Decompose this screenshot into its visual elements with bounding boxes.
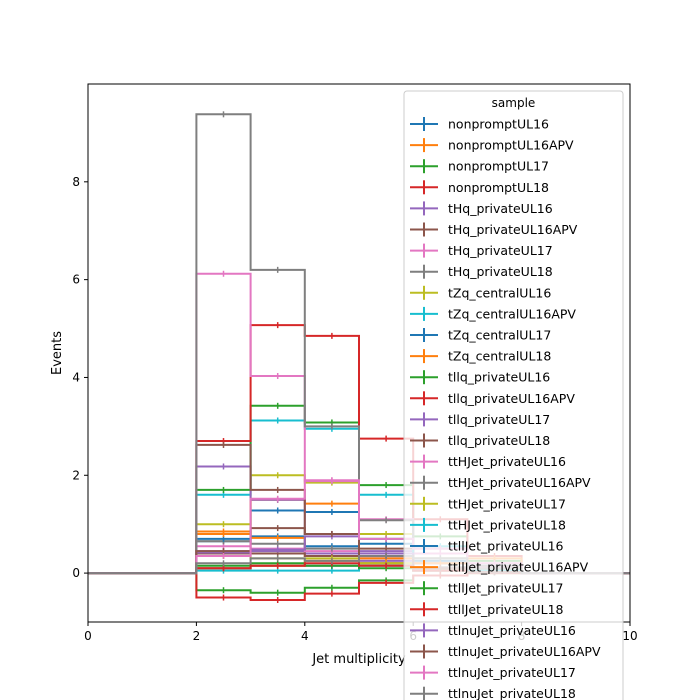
legend-label-11: tZq_centralUL18 xyxy=(448,349,551,364)
x-tick-label-5: 10 xyxy=(622,629,637,643)
legend-label-16: ttHJet_privateUL16 xyxy=(448,454,566,469)
legend-label-10: tZq_centralUL17 xyxy=(448,328,551,343)
legend-label-26: ttlnuJet_privateUL17 xyxy=(448,665,576,680)
legend-label-19: ttHJet_privateUL18 xyxy=(448,517,566,532)
legend-label-18: ttHJet_privateUL17 xyxy=(448,496,566,511)
legend-label-14: tllq_privateUL17 xyxy=(448,412,550,427)
legend-label-20: ttllJet_privateUL16 xyxy=(448,539,564,554)
legend-label-12: tllq_privateUL16 xyxy=(448,370,550,385)
legend-label-5: tHq_privateUL16APV xyxy=(448,222,578,237)
y-axis-label: Events xyxy=(50,331,65,375)
y-tick-label-1: 2 xyxy=(72,468,80,482)
legend-box xyxy=(403,90,624,700)
legend-label-9: tZq_centralUL16APV xyxy=(448,306,576,321)
x-tick-label-2: 4 xyxy=(301,629,309,643)
y-tick-label-3: 6 xyxy=(72,273,80,287)
legend-label-7: tHq_privateUL18 xyxy=(448,264,553,279)
y-tick-label-4: 8 xyxy=(72,175,80,189)
legend-label-15: tllq_privateUL18 xyxy=(448,433,550,448)
legend-label-1: nonpromptUL16APV xyxy=(448,138,574,153)
legend-label-3: nonpromptUL18 xyxy=(448,180,549,195)
legend-label-17: ttHJet_privateUL16APV xyxy=(448,475,591,490)
legend-label-23: ttllJet_privateUL18 xyxy=(448,602,564,617)
x-tick-label-0: 0 xyxy=(84,629,92,643)
legend-label-25: ttlnuJet_privateUL16APV xyxy=(448,644,601,659)
legend-label-0: nonpromptUL16 xyxy=(448,117,549,132)
legend-label-8: tZq_centralUL16 xyxy=(448,285,551,300)
y-tick-label-2: 4 xyxy=(72,370,80,384)
legend-label-13: tllq_privateUL16APV xyxy=(448,391,575,406)
legend-label-27: ttlnuJet_privateUL18 xyxy=(448,686,576,700)
legend-title: sample xyxy=(492,96,536,110)
legend-label-6: tHq_privateUL17 xyxy=(448,243,553,258)
legend-label-2: nonpromptUL17 xyxy=(448,159,549,174)
plot-frame xyxy=(87,83,631,623)
y-tick-label-0: 0 xyxy=(72,566,80,580)
x-axis-label: Jet multiplicity xyxy=(311,652,406,667)
legend-label-21: ttllJet_privateUL16APV xyxy=(448,560,589,575)
legend-label-24: ttlnuJet_privateUL16 xyxy=(448,623,576,638)
legend-label-22: ttllJet_privateUL17 xyxy=(448,581,564,596)
x-tick-label-1: 2 xyxy=(193,629,201,643)
legend-label-4: tHq_privateUL16 xyxy=(448,201,553,216)
legend: sample nonpromptUL16 nonpromptUL16APV nonpr… xyxy=(403,90,624,700)
